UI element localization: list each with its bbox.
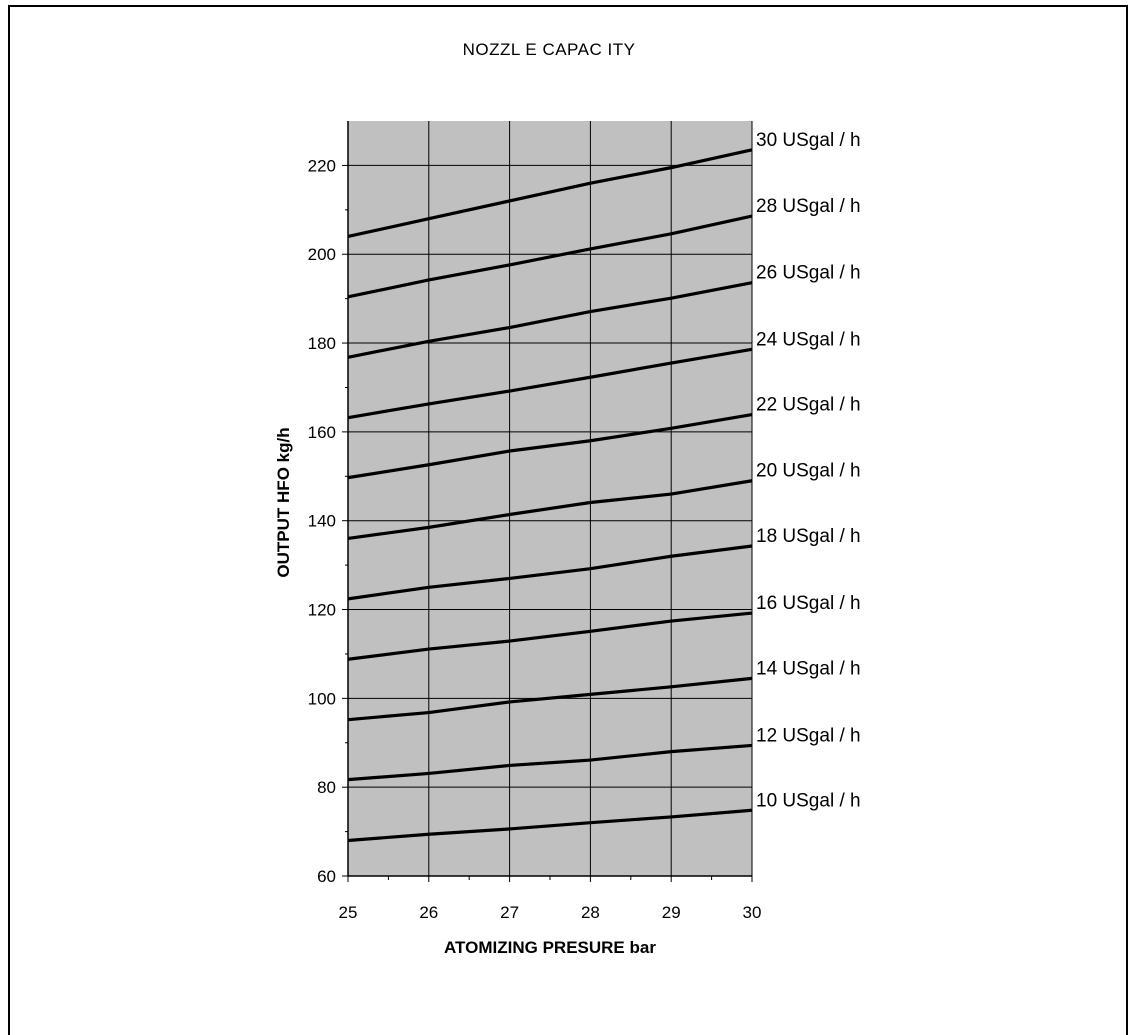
series-line-1 xyxy=(347,743,753,782)
series-line-3 xyxy=(347,611,753,661)
series-line-5 xyxy=(347,479,753,541)
series-line-2 xyxy=(347,676,753,722)
series-label-10: 30 USgal / h xyxy=(756,130,861,151)
x-tick-label-27: 27 xyxy=(500,903,519,922)
y-tick-label-60: 60 xyxy=(317,867,336,886)
x-tick-label-25: 25 xyxy=(339,903,358,922)
series-label-9: 28 USgal / h xyxy=(756,196,861,217)
x-tick-label-28: 28 xyxy=(581,903,600,922)
y-tick-label-100: 100 xyxy=(308,689,336,708)
series-label-6: 22 USgal / h xyxy=(756,395,861,416)
labels: 60 80 100 120 140 160 180 200 220 25 26 27 28 29 30 ATO… xyxy=(274,130,861,957)
axes xyxy=(342,121,753,882)
series-label-2: 14 USgal / h xyxy=(756,658,861,679)
y-tick-label-200: 200 xyxy=(308,245,336,264)
series-line-8 xyxy=(347,281,753,359)
y-tick-label-80: 80 xyxy=(317,778,336,797)
chart-title: NOZZL E CAPAC ITY xyxy=(462,40,636,59)
x-axis-title: ATOMIZING PRESURE bar xyxy=(444,938,656,957)
series-label-1: 12 USgal / h xyxy=(756,725,861,746)
y-tick-label-140: 140 xyxy=(308,512,336,531)
y-tick-label-220: 220 xyxy=(308,156,336,175)
series-label-7: 24 USgal / h xyxy=(756,329,861,350)
series-line-4 xyxy=(347,544,753,601)
series-label-3: 16 USgal / h xyxy=(756,593,861,614)
x-tick-label-29: 29 xyxy=(662,903,681,922)
series-line-10 xyxy=(347,148,753,239)
y-axis-title: OUTPUT HFO kg/h xyxy=(274,427,293,577)
series-label-4: 18 USgal / h xyxy=(756,526,861,547)
series-line-7 xyxy=(347,347,753,420)
x-tick-label-26: 26 xyxy=(419,903,438,922)
series-lines xyxy=(347,148,753,843)
x-tick-label-30: 30 xyxy=(743,903,762,922)
chart-frame xyxy=(8,5,1128,1035)
y-tick-label-180: 180 xyxy=(308,334,336,353)
series-label-8: 26 USgal / h xyxy=(756,263,861,284)
series-label-5: 20 USgal / h xyxy=(756,461,861,482)
series-line-6 xyxy=(347,412,753,480)
series-label-0: 10 USgal / h xyxy=(756,790,861,811)
y-tick-label-160: 160 xyxy=(308,423,336,442)
y-tick-label-120: 120 xyxy=(308,601,336,620)
series-line-9 xyxy=(347,214,753,299)
series-line-0 xyxy=(347,808,753,843)
